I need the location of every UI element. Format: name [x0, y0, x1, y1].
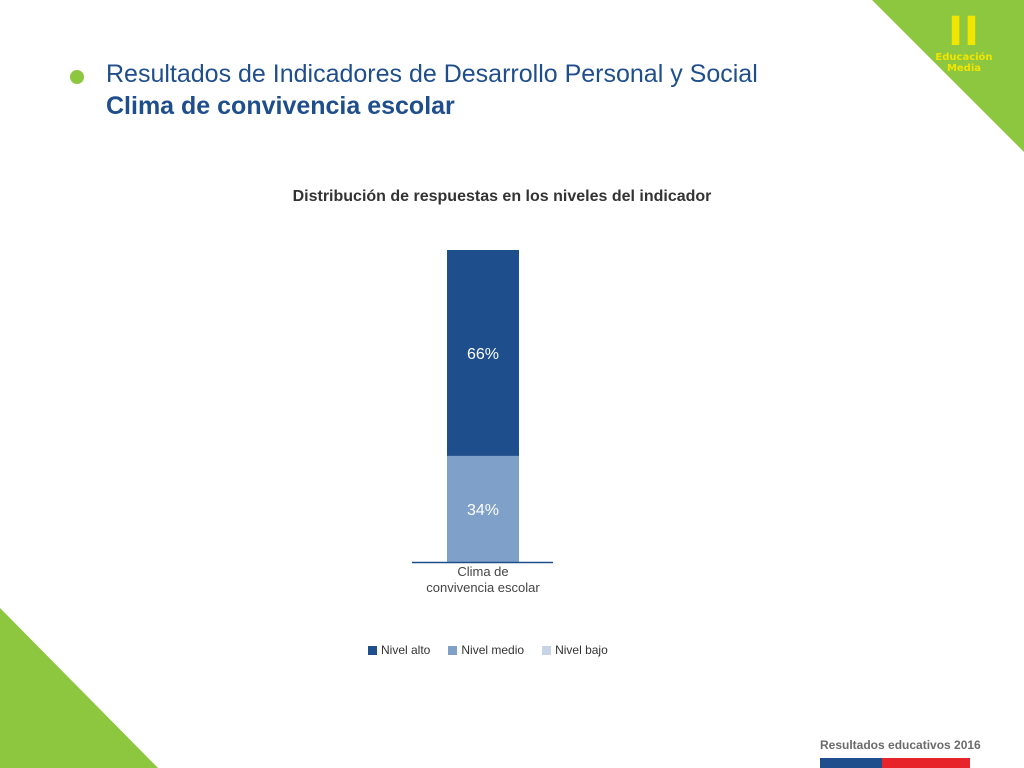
legend-swatch-nivel-bajo [542, 645, 552, 655]
legend-item-nivel-medio: Nivel medio [448, 643, 524, 657]
legend-item-nivel-bajo: Nivel bajo [542, 643, 608, 657]
level-label-line2: Media [946, 63, 982, 74]
level-label-line1: Educación [935, 52, 993, 63]
data-label-nivel-alto: 66% [467, 346, 499, 363]
level-badge: II Educación Media [924, 12, 1004, 74]
legend-label-nivel-medio: Nivel medio [461, 643, 525, 657]
data-label-nivel-medio: 34% [467, 502, 499, 519]
legend-swatch-nivel-alto [368, 645, 377, 655]
x-tick-label: Clima de convivencia escolar [426, 564, 540, 595]
bar-segment-nivel-alto [447, 250, 519, 456]
legend-swatch-nivel-medio [448, 645, 458, 655]
chart-title: Distribución de respuestas en los nivele… [292, 188, 712, 205]
page-title: Resultados de Indicadores de Desarrollo … [106, 60, 758, 88]
legend-item-nivel-alto: Nivel alto [368, 643, 430, 657]
chart-legend: Nivel alto Nivel medio Nivel bajo [368, 643, 608, 657]
bullet-dot-icon [70, 70, 84, 84]
bar-segment-nivel-medio [447, 455, 519, 562]
footer-text: Resultados educativos 2016 [820, 738, 981, 752]
footer-bar-blue [820, 758, 882, 768]
page-subtitle: Clima de convivencia escolar [106, 92, 455, 120]
legend-label-nivel-bajo: Nivel bajo [555, 643, 608, 657]
legend-label-nivel-alto: Nivel alto [381, 643, 431, 657]
level-numeral: II [948, 9, 980, 55]
footer-bar-red [882, 758, 970, 768]
